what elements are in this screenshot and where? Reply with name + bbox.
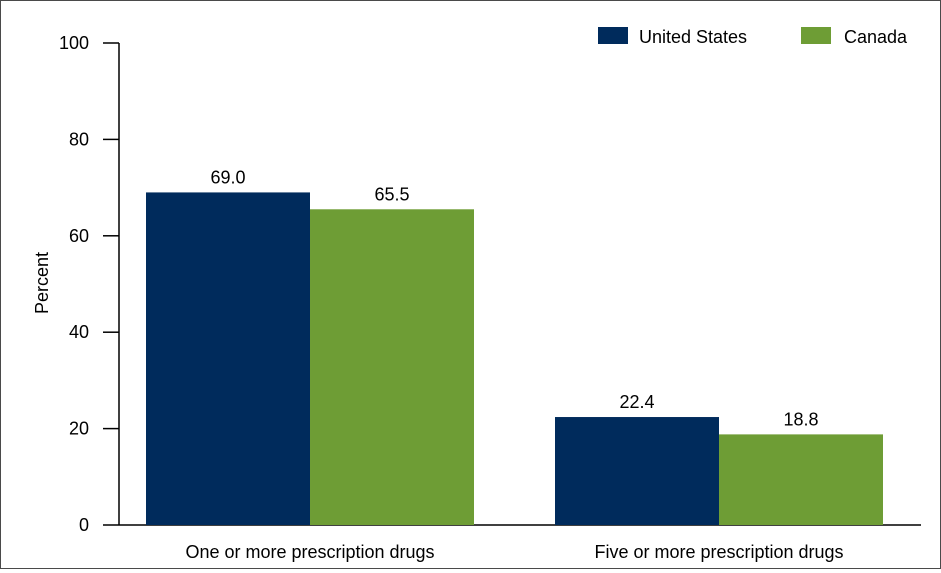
legend: United States Canada (598, 27, 908, 47)
y-tick-label: 0 (79, 515, 89, 535)
legend-swatch-canada (801, 27, 831, 44)
bar-united-states-1 (555, 417, 719, 525)
plot-area: 0 20 40 60 80 100 69.0 65.5 One or more prescrip… (59, 33, 921, 562)
legend-label-canada: Canada (844, 27, 908, 47)
bar-canada-0 (310, 209, 474, 526)
data-label: 18.8 (783, 409, 818, 429)
data-label: 22.4 (619, 392, 654, 412)
y-axis-title: Percent (32, 252, 52, 314)
data-label: 69.0 (210, 167, 245, 187)
legend-swatch-united-states (598, 27, 628, 44)
legend-label-united-states: United States (639, 27, 747, 47)
bar-united-states-0 (146, 192, 310, 526)
category-label: Five or more prescription drugs (594, 542, 843, 562)
y-tick-label: 60 (69, 226, 89, 246)
y-tick-label: 100 (59, 33, 89, 53)
bar-canada-1 (719, 434, 883, 525)
y-tick-label: 20 (69, 419, 89, 439)
data-label: 65.5 (374, 184, 409, 204)
y-tick-label: 80 (69, 129, 89, 149)
category-label: One or more prescription drugs (185, 542, 434, 562)
y-tick-label: 40 (69, 322, 89, 342)
